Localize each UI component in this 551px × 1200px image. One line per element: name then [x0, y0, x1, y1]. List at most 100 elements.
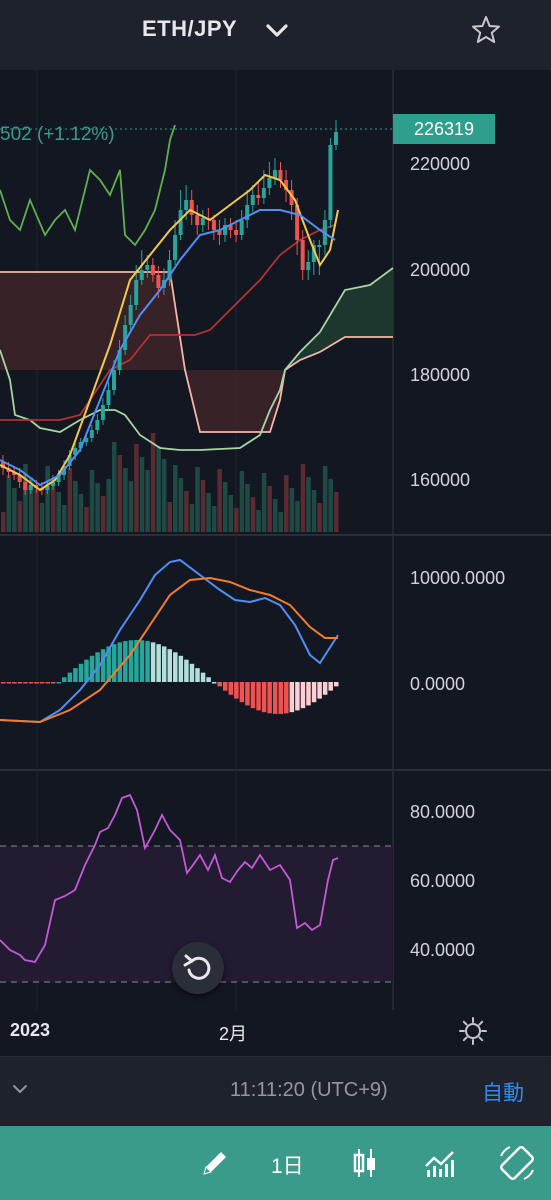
reset-chart-button[interactable]	[172, 942, 224, 994]
candlesticks	[1, 120, 338, 495]
candle-body	[56, 475, 61, 482]
candle-body	[78, 442, 83, 448]
macd-histogram-bar	[23, 682, 28, 684]
symbol-title[interactable]: ETH/JPY	[142, 16, 238, 41]
macd-histogram-bar	[334, 682, 339, 687]
rsi-tick-0: 80.0000	[410, 802, 475, 822]
volume-bar	[311, 490, 317, 532]
ichimoku-span-a	[0, 271, 393, 433]
rsi-line	[0, 793, 339, 964]
volume-bar	[306, 477, 311, 532]
volume-bar	[223, 482, 228, 532]
volume-bars	[1, 433, 339, 532]
volume-bar	[278, 512, 283, 532]
candle-body	[261, 188, 266, 198]
candle-body	[17, 475, 22, 482]
macd-histogram-bar	[84, 659, 89, 682]
macd-histogram-bar	[45, 682, 50, 684]
volume-bar	[322, 466, 328, 532]
volume-bar	[195, 467, 200, 532]
chevron-down-icon[interactable]	[10, 1079, 30, 1099]
volume-bar	[200, 480, 206, 532]
ichimoku-span-b	[0, 267, 394, 451]
macd-histogram-bar	[195, 668, 200, 682]
chart-area[interactable]: 220000 200000 180000 160000 10000.0000 0…	[0, 70, 551, 1010]
pencil-icon[interactable]	[198, 1146, 232, 1180]
rotate-screen-icon[interactable]	[496, 1142, 538, 1184]
price-tick-2: 180000	[410, 365, 470, 385]
macd-histogram-bar	[62, 677, 67, 682]
candlestick-icon[interactable]	[350, 1146, 380, 1180]
candle-body	[250, 195, 255, 205]
volume-bar	[62, 505, 67, 532]
candle-body	[200, 218, 205, 225]
volume-bar	[228, 495, 234, 532]
status-bar: 11:11:20 (UTC+9) 自動	[0, 1056, 551, 1127]
macd-histogram-bar	[56, 682, 61, 684]
macd-histogram-bar	[328, 682, 333, 691]
macd-histogram-bar	[217, 682, 222, 687]
timeframe-button[interactable]: 1日	[271, 1155, 304, 1178]
candle-body	[217, 230, 222, 235]
candle-body	[156, 275, 161, 288]
candle-body	[300, 240, 305, 270]
volume-bar	[1, 512, 6, 532]
volume-bar	[117, 455, 123, 532]
macd-histogram-bar	[250, 682, 256, 709]
ma-fast-line	[0, 173, 339, 492]
star-icon[interactable]	[470, 14, 502, 46]
macd-histogram-bar	[39, 682, 45, 684]
macd-histogram-bar	[73, 668, 78, 682]
volume-bar	[267, 486, 272, 532]
volume-bar	[300, 464, 306, 532]
candle-body	[150, 265, 155, 275]
clock-timezone[interactable]: 11:11:20 (UTC+9)	[230, 1079, 388, 1101]
macd-histogram-bar	[12, 682, 17, 684]
candle-body	[317, 245, 322, 247]
candle-body	[334, 132, 338, 145]
macd-histogram-bar	[272, 682, 278, 714]
candle-body	[306, 262, 311, 270]
macd-histogram-bar	[189, 663, 195, 682]
volume-bar	[78, 494, 84, 532]
volume-bar	[217, 469, 222, 532]
chevron-down-icon[interactable]	[265, 20, 289, 40]
macd-histogram-bar	[161, 646, 167, 682]
macd-histogram-bar	[306, 682, 311, 706]
volume-bar	[334, 492, 339, 532]
time-label-year: 2023	[10, 1020, 51, 1040]
volume-bar	[317, 503, 322, 532]
rsi-tick-2: 40.0000	[410, 940, 475, 960]
auto-scale-toggle[interactable]: 自動	[482, 1082, 524, 1105]
candle-body	[67, 455, 72, 466]
volume-bar	[178, 478, 184, 532]
price-tick-3: 160000	[410, 470, 470, 490]
macd-histogram-bar	[139, 640, 145, 682]
volume-bar	[239, 471, 245, 532]
volume-bar	[56, 492, 61, 532]
volume-bar	[112, 442, 117, 532]
macd-histogram-bar	[239, 682, 245, 703]
macd-histogram-bar	[234, 682, 239, 699]
volume-bar	[123, 468, 128, 532]
candle-body	[134, 280, 139, 305]
volume-bar	[328, 479, 333, 532]
macd-histogram-bar	[206, 677, 211, 682]
time-axis[interactable]	[0, 1010, 551, 1056]
volume-bar	[261, 473, 267, 532]
macd-histogram-bar	[134, 640, 139, 682]
macd-signal-line	[0, 576, 338, 724]
macd-histogram-bar	[150, 642, 156, 682]
macd-histogram-bar	[178, 655, 184, 682]
candle-body	[184, 200, 189, 210]
macd-histogram-bar	[117, 642, 123, 682]
macd-histogram-bar	[1, 682, 6, 684]
macd-histogram-bar	[289, 682, 295, 713]
volume-bar	[167, 502, 172, 532]
gear-icon[interactable]	[458, 1016, 488, 1046]
rsi-pane: 80.0000 60.0000 40.0000	[0, 793, 475, 983]
macd-histogram-bar	[106, 646, 111, 682]
indicators-icon[interactable]	[424, 1146, 456, 1180]
macd-histogram-bar	[112, 644, 117, 682]
volume-bar	[106, 479, 111, 532]
